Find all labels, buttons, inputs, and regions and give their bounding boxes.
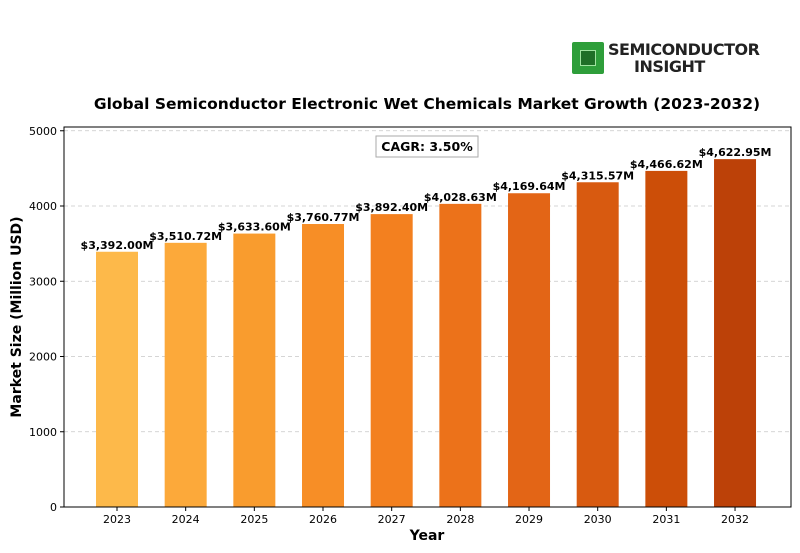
data-label: $4,315.57M [561,169,634,182]
data-label: $3,760.77M [287,211,360,224]
x-axis: 2023 2024 2025 2026 2027 2028 2029 2030 2031 2032 [103,507,749,526]
data-label: $3,892.40M [355,201,428,214]
bar-2023 [96,251,138,507]
bar-2032 [714,159,757,507]
x-tick-label: 2031 [652,513,680,526]
y-tick-label: 3000 [29,275,57,288]
x-tick-label: 2028 [446,513,474,526]
cagr-text: CAGR: 3.50% [381,139,473,154]
x-axis-label: Year [409,528,445,544]
x-tick-label: 2032 [721,513,749,526]
plot-frame [63,126,792,508]
bar-2026 [302,224,345,508]
x-tick-label: 2023 [103,513,131,526]
data-label: $4,028.63M [424,191,497,204]
x-tick-label: 2029 [515,513,543,526]
y-tick-label: 2000 [29,351,57,364]
bar-2031 [645,170,688,508]
data-label: $4,466.62M [630,158,703,171]
bar-2025 [233,233,276,507]
x-tick-label: 2024 [172,513,200,526]
data-label: $4,169.64M [493,180,566,193]
bar-2027 [370,214,413,507]
logo-text-line2: INSIGHT [634,57,705,76]
data-label: $3,510.72M [149,230,222,243]
x-tick-label: 2027 [378,513,406,526]
y-tick-label: 4000 [29,200,57,213]
data-labels-group: $3,392.00M$3,510.72M$3,633.60M$3,760.77M… [81,146,772,252]
chart-title: Global Semiconductor Electronic Wet Chem… [94,95,760,113]
y-tick-label: 1000 [29,426,57,439]
data-label: $3,392.00M [81,239,154,252]
y-tick-label: 0 [50,501,57,514]
bar-2029 [508,193,551,507]
x-tick-label: 2030 [584,513,612,526]
brand-logo: SEMICONDUCTOR INSIGHT [572,40,762,76]
bars-group [96,159,757,508]
chip-icon [572,42,604,74]
bar-2024 [164,242,207,507]
cagr-box [375,135,479,158]
data-label: $4,622.95M [699,146,772,159]
y-tick-label: 5000 [29,125,57,138]
x-tick-label: 2026 [309,513,337,526]
y-axis: 0 1000 2000 3000 4000 5000 [29,125,64,514]
data-label: $3,633.60M [218,221,291,234]
logo-text-line1: SEMICONDUCTOR [608,40,760,59]
y-axis-label: Market Size (Million USD) [9,216,25,417]
bar-2030 [576,182,619,507]
x-tick-label: 2025 [240,513,268,526]
bar-2028 [439,203,482,507]
cagr-annotation: CAGR: 3.50% [375,135,479,158]
